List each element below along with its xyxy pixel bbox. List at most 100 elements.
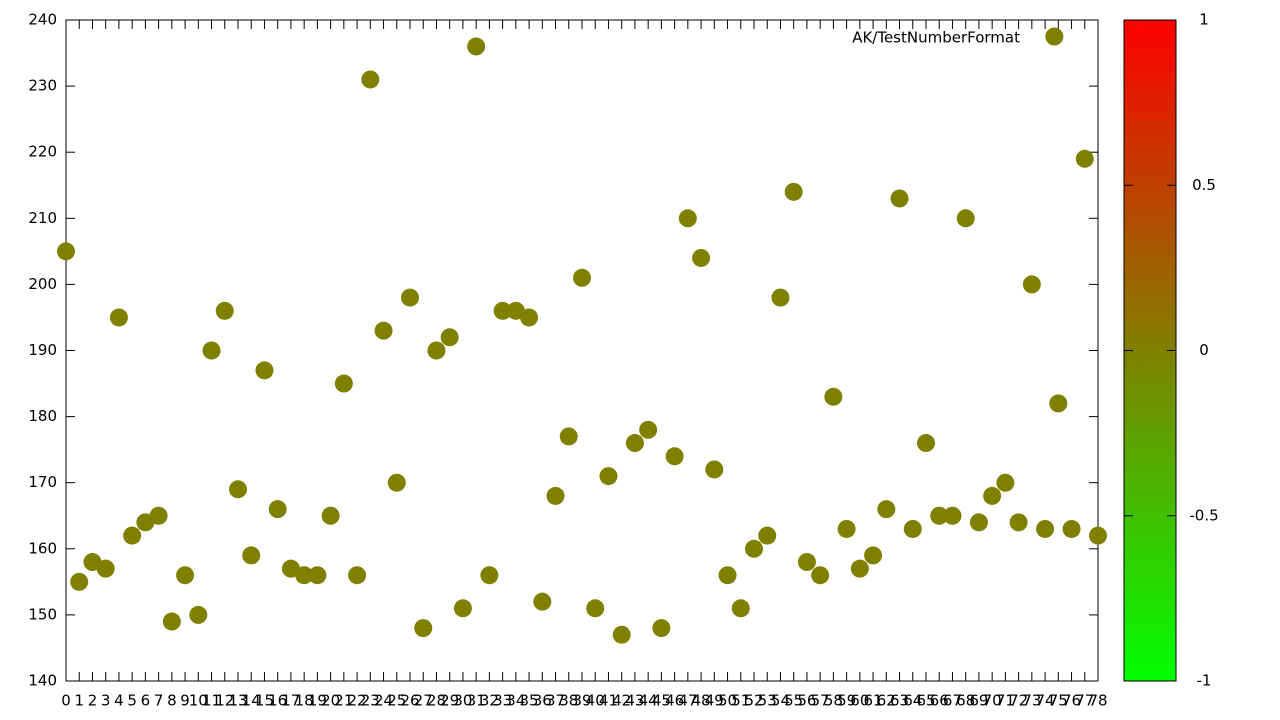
point: [678, 209, 697, 228]
x-tick-label: 74: [1036, 692, 1055, 710]
x-tick-label: 7: [154, 692, 164, 710]
point: [493, 301, 512, 320]
x-tick-label: 17: [281, 692, 300, 710]
x-tick-label: 62: [877, 692, 896, 710]
point: [771, 288, 790, 307]
x-tick-label: 64: [903, 692, 922, 710]
point: [705, 460, 724, 479]
point: [453, 599, 472, 618]
y-tick-label: 200: [28, 275, 57, 293]
point: [533, 592, 552, 611]
colorbar-tick-label: 0.5: [1192, 176, 1216, 194]
point: [242, 546, 261, 565]
point: [427, 341, 446, 360]
y-tick-label: 240: [28, 11, 57, 29]
x-tick-label: 10: [189, 692, 208, 710]
x-tick-label: 30: [453, 692, 472, 710]
x-tick-label: 48: [692, 692, 711, 710]
point: [1075, 149, 1094, 168]
point: [361, 70, 380, 89]
point: [1036, 519, 1055, 538]
point: [202, 341, 221, 360]
point: [321, 506, 340, 525]
x-tick-label: 60: [850, 692, 869, 710]
point: [480, 566, 499, 585]
x-tick-label: 77: [1075, 692, 1094, 710]
point: [917, 434, 935, 453]
x-tick-label: 65: [916, 692, 935, 710]
x-tick-label: 50: [718, 692, 737, 710]
y-tick-label: 150: [28, 605, 57, 623]
point: [1009, 513, 1028, 532]
x-tick-label: 75: [1049, 692, 1068, 710]
x-tick-label: 38: [559, 692, 578, 710]
point: [797, 553, 816, 572]
plot-frame: [65, 19, 1099, 682]
point: [573, 268, 591, 287]
point: [983, 486, 1002, 505]
point: [1089, 526, 1107, 545]
x-tick-label: 9: [180, 692, 190, 710]
x-tick-label: 45: [652, 692, 671, 710]
point: [718, 566, 737, 585]
point: [890, 189, 909, 208]
colorbar-tick-label: 1: [1199, 11, 1209, 29]
point: [109, 308, 128, 327]
point: [308, 566, 327, 585]
x-tick-label: 63: [890, 692, 909, 710]
point: [692, 248, 711, 267]
x-tick-label: 35: [520, 692, 539, 710]
point: [731, 599, 750, 618]
point: [546, 486, 565, 505]
point: [559, 427, 578, 446]
point: [586, 599, 605, 618]
x-tick-label: 25: [387, 692, 406, 710]
point: [255, 361, 274, 380]
point: [414, 619, 433, 638]
x-tick-label: 69: [969, 692, 988, 710]
x-tick-label: 67: [943, 692, 962, 710]
y-tick-label: 220: [28, 143, 57, 161]
x-tick-label: 28: [427, 692, 446, 710]
y-tick-label: 190: [28, 341, 57, 359]
point: [599, 467, 618, 486]
point: [1049, 394, 1068, 413]
point: [123, 526, 142, 545]
point: [784, 182, 803, 201]
legend-label: AK/TestNumberFormat: [852, 29, 1020, 47]
x-tick-label: 43: [625, 692, 644, 710]
point: [162, 612, 181, 631]
point: [268, 500, 287, 519]
x-tick-label: 2: [88, 692, 98, 710]
x-tick-label: 29: [440, 692, 459, 710]
x-tick-label: 40: [586, 692, 605, 710]
x-tick-label: 53: [758, 692, 777, 710]
colorbar-tick-label: -0.5: [1189, 506, 1218, 524]
x-tick-label: 33: [493, 692, 512, 710]
x-tick-label: 5: [127, 692, 137, 710]
point: [877, 500, 896, 519]
x-tick-label: 27: [414, 692, 433, 710]
x-tick-label: 51: [731, 692, 750, 710]
x-tick-label: 8: [167, 692, 177, 710]
x-tick-label: 41: [599, 692, 618, 710]
point: [176, 566, 195, 585]
point: [850, 559, 869, 578]
point: [652, 619, 671, 638]
point: [612, 625, 631, 644]
x-tick-label: 22: [348, 692, 367, 710]
x-tick-label: 70: [983, 692, 1002, 710]
y-tick-label: 170: [28, 473, 57, 491]
point: [639, 420, 658, 439]
x-tick-label: 72: [1009, 692, 1028, 710]
point: [996, 473, 1015, 492]
x-tick-label: 21: [334, 692, 353, 710]
point: [96, 559, 115, 578]
x-tick-label: 44: [639, 692, 658, 710]
point: [943, 506, 962, 525]
x-tick-label: 71: [996, 692, 1015, 710]
colorbar-tick-label: -1: [1197, 672, 1212, 690]
point: [520, 308, 539, 327]
x-tick-label: 14: [242, 692, 261, 710]
point: [57, 242, 75, 261]
